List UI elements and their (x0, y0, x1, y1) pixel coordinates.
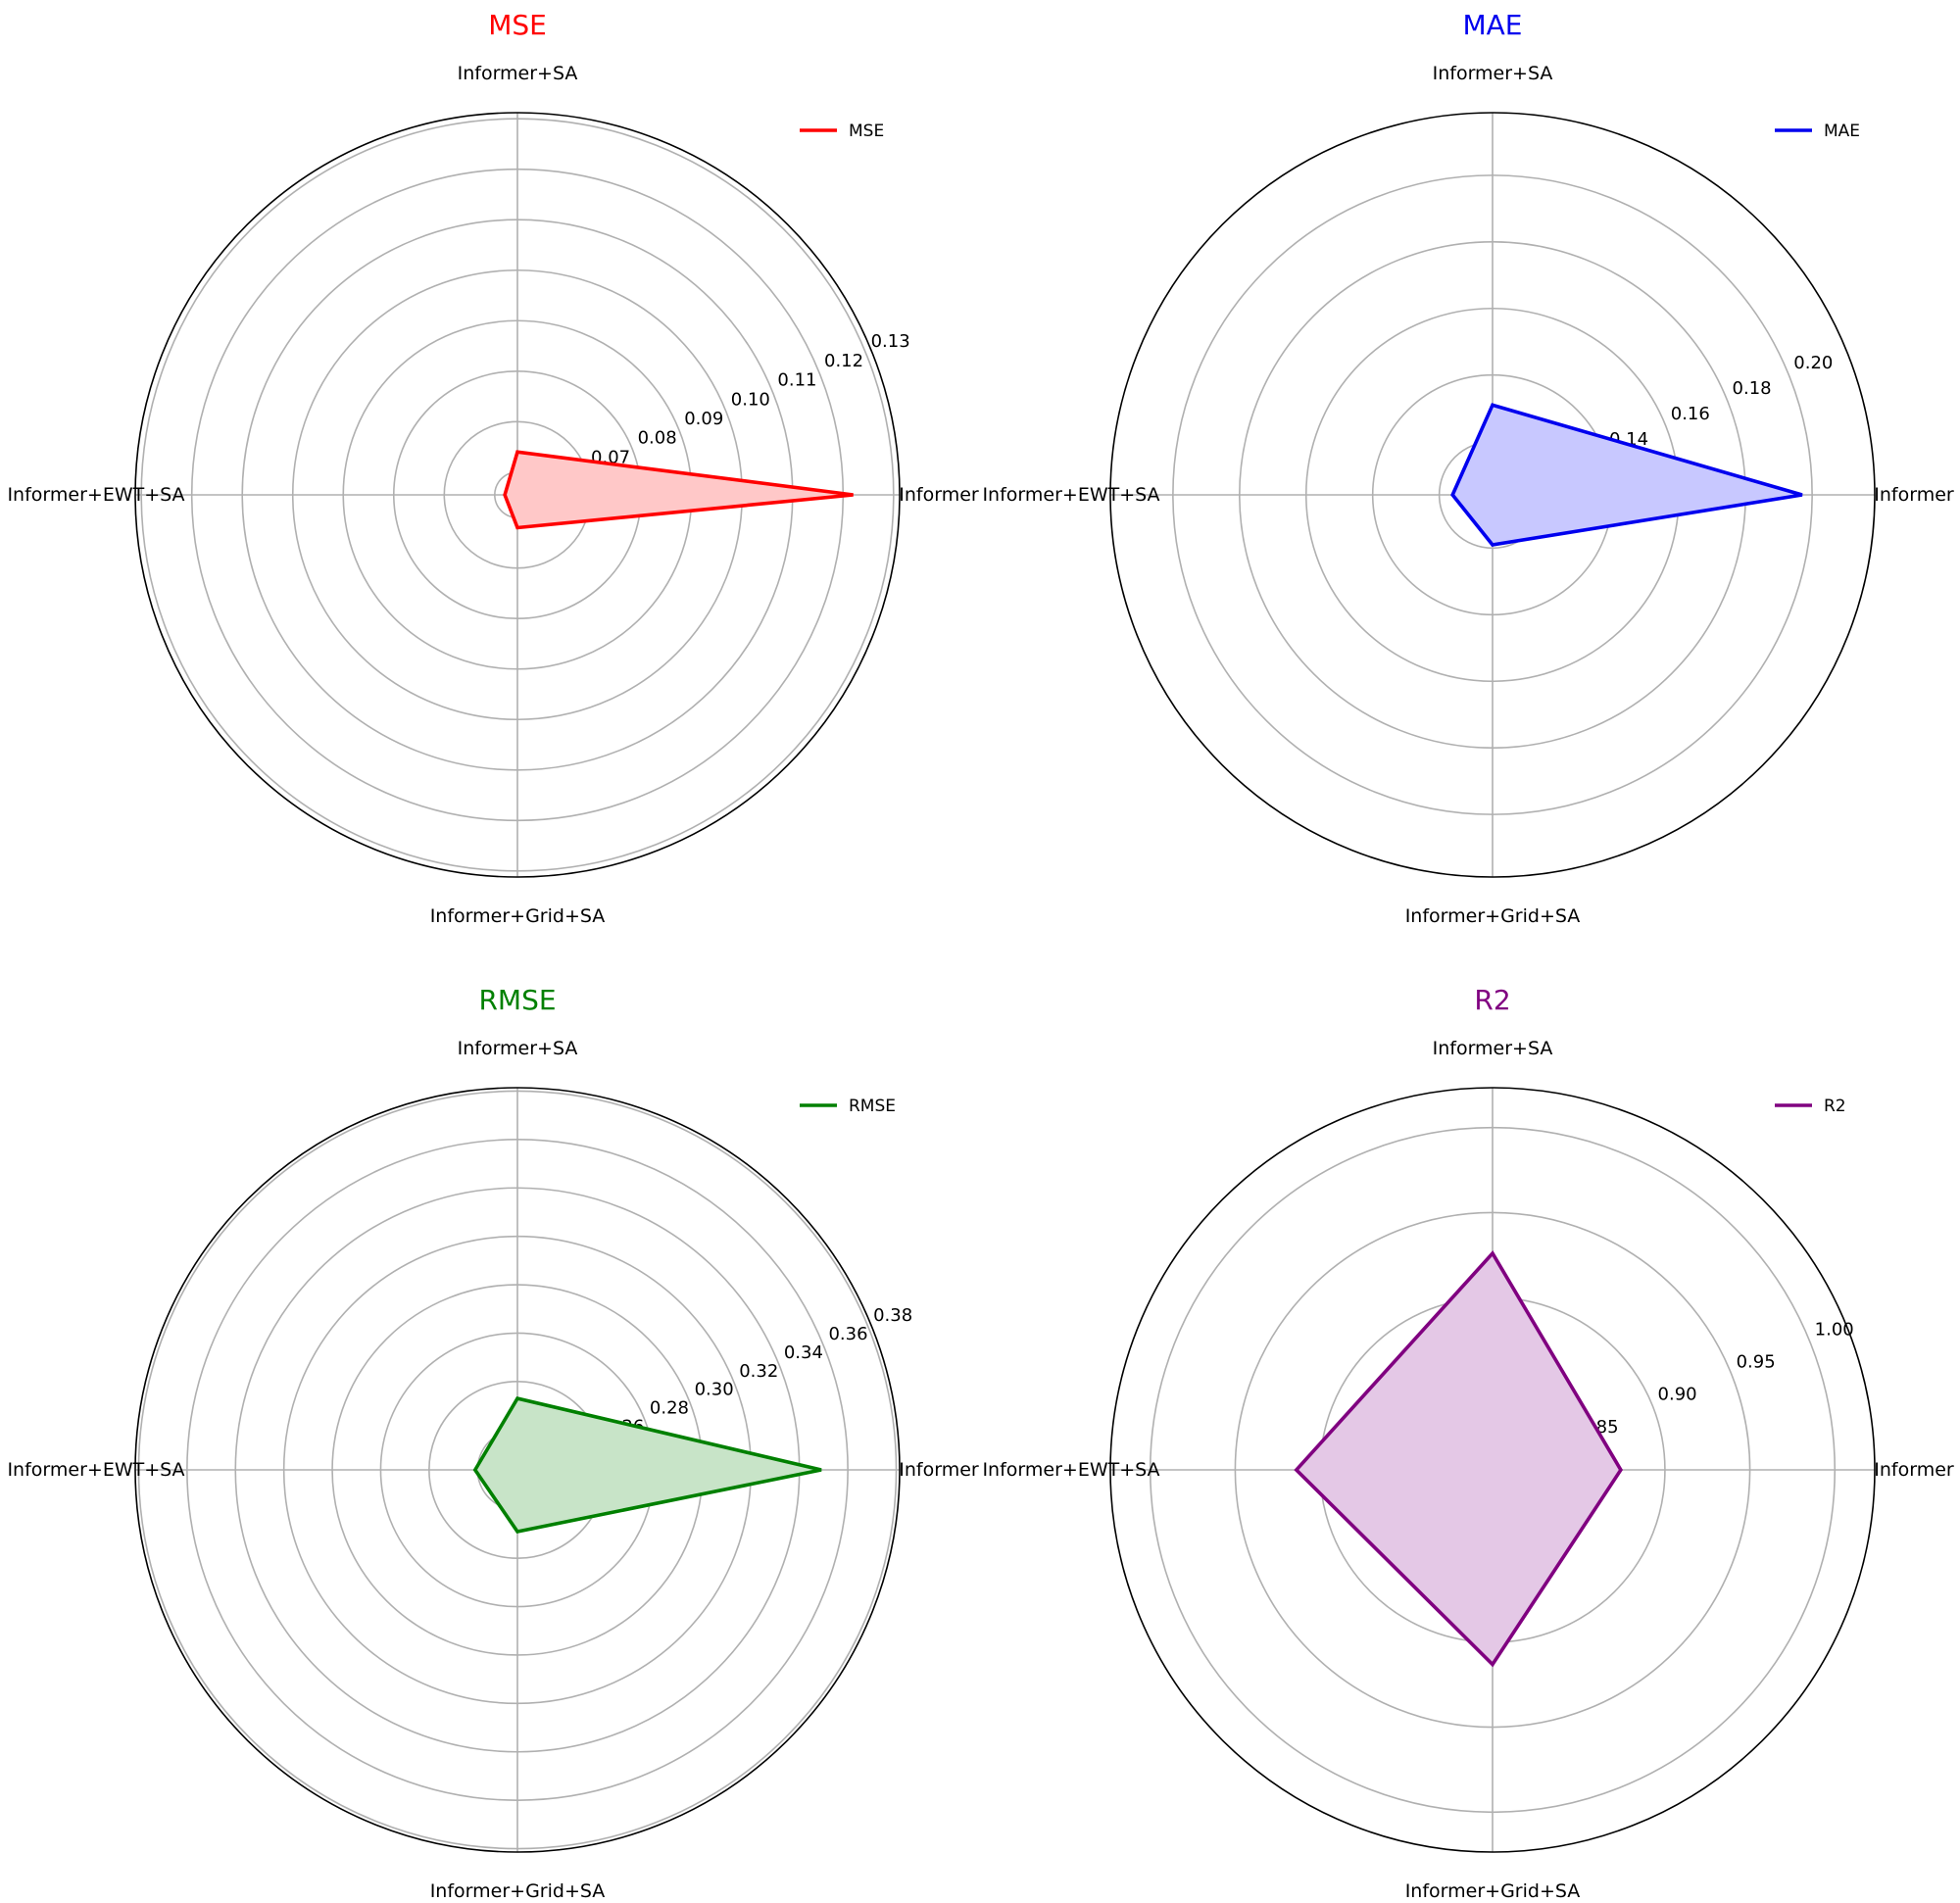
r-tick-label: 0.95 (1737, 1352, 1776, 1373)
category-label-informer-grid-sa: Informer+Grid+SA (430, 1880, 606, 1902)
category-label-informer-ewt-sa: Informer+EWT+SA (982, 1459, 1159, 1481)
r-tick-label: 0.34 (784, 1342, 823, 1363)
rmse-radar-panel: 0.240.260.280.300.320.340.360.38Informer… (7, 984, 978, 1902)
chart-title: MAE (1462, 9, 1522, 41)
category-label-informer: Informer (1874, 1459, 1954, 1481)
r-tick-label: 0.28 (650, 1398, 689, 1419)
legend-label: R2 (1824, 1097, 1846, 1116)
r-tick-label: 0.38 (873, 1305, 912, 1326)
series-area-r2 (1296, 1253, 1621, 1665)
series-line-mae (1450, 403, 1803, 547)
series-area-rmse (474, 1398, 821, 1532)
r-tick-label: 0.30 (695, 1380, 734, 1400)
r-tick-label: 0.18 (1733, 378, 1772, 399)
r-tick-label: 0.10 (731, 389, 770, 410)
r-tick-label: 1.00 (1815, 1319, 1854, 1340)
chart-title: MSE (488, 9, 547, 41)
mae-radar-panel: 0.120.140.160.180.20InformerInformer+SAI… (982, 9, 1953, 927)
chart-title: R2 (1474, 984, 1510, 1016)
category-label-informer-grid-sa: Informer+Grid+SA (1405, 905, 1581, 927)
category-label-informer-sa: Informer+SA (1433, 1038, 1553, 1059)
category-label-informer-sa: Informer+SA (458, 1038, 578, 1059)
r-tick-label: 0.13 (871, 331, 910, 352)
r-tick-label: 0.08 (638, 428, 677, 449)
category-label-informer: Informer (899, 1459, 979, 1481)
series-line-r2 (1294, 1249, 1624, 1668)
r-tick-label: 0.16 (1671, 404, 1710, 424)
category-label-informer-sa: Informer+SA (1433, 63, 1553, 84)
r-tick-label: 0.32 (739, 1361, 778, 1382)
r2-radar-panel: 0.800.850.900.951.00InformerInformer+SAI… (982, 984, 1953, 1902)
category-label-informer-ewt-sa: Informer+EWT+SA (7, 484, 184, 506)
polar-frame (134, 112, 901, 878)
series-line-rmse (472, 1396, 822, 1535)
chart-title: RMSE (478, 984, 556, 1016)
legend-label: MSE (849, 122, 884, 141)
category-label-informer-ewt-sa: Informer+EWT+SA (7, 1459, 184, 1481)
series-line-mse (503, 450, 854, 530)
r-tick-label: 0.36 (828, 1324, 867, 1344)
polar-frame (1109, 1087, 1876, 1853)
category-label-informer-ewt-sa: Informer+EWT+SA (982, 484, 1159, 506)
r-tick-label: 0.12 (824, 351, 863, 371)
series-area-mse (505, 452, 854, 528)
polar-frame (134, 1087, 901, 1853)
category-label-informer: Informer (899, 484, 979, 506)
category-label-informer-grid-sa: Informer+Grid+SA (1405, 1880, 1581, 1902)
series-area-mae (1452, 405, 1802, 545)
r-tick-label: 0.11 (777, 370, 816, 391)
category-label-informer-sa: Informer+SA (458, 63, 578, 84)
mse-radar-panel: 0.060.070.080.090.100.110.120.13Informer… (7, 9, 978, 927)
polar-frame (1109, 112, 1876, 878)
legend-label: RMSE (849, 1097, 896, 1116)
legend-label: MAE (1824, 122, 1860, 141)
category-label-informer: Informer (1874, 484, 1954, 506)
r-tick-label: 0.09 (684, 409, 723, 429)
r-tick-label: 0.20 (1793, 353, 1833, 373)
category-label-informer-grid-sa: Informer+Grid+SA (430, 905, 606, 927)
r-tick-label: 0.90 (1658, 1385, 1697, 1405)
